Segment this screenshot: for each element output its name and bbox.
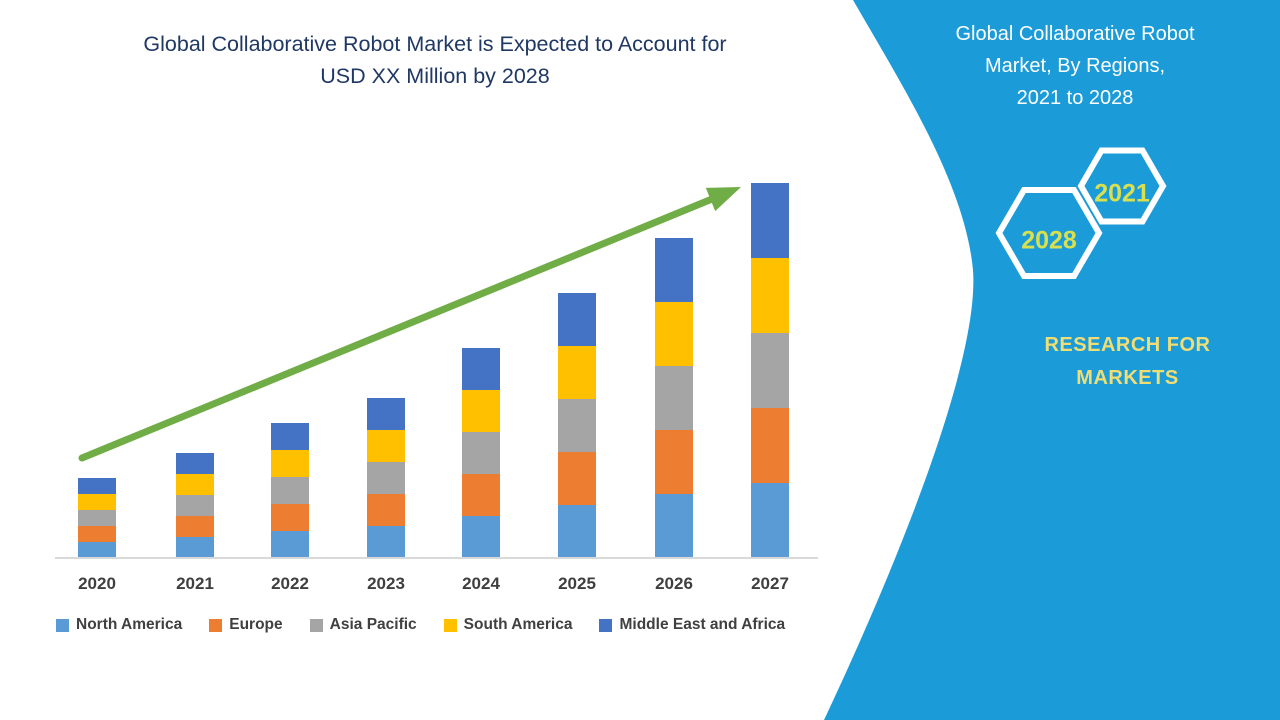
bar-segment-north-america (367, 526, 405, 558)
bar-segment-asia-pacific (462, 432, 500, 474)
bar-segment-middle-east-and-africa (367, 398, 405, 430)
bar-segment-europe (271, 504, 309, 531)
bar-segment-north-america (78, 542, 116, 558)
bar-2021 (176, 453, 214, 558)
bar-segment-north-america (751, 483, 789, 558)
bar-segment-middle-east-and-africa (655, 238, 693, 302)
bar-segment-europe (176, 516, 214, 537)
legend-label: Middle East and Africa (619, 616, 786, 633)
bar-segment-north-america (655, 494, 693, 558)
x-axis-line (55, 557, 818, 559)
bar-2026 (655, 238, 693, 558)
legend-item-europe: Europe (209, 616, 283, 634)
hexagon-2028-outline (995, 187, 1103, 279)
plot-area: 2020 2021 2022 2023 2024 2025 2026 2027 (0, 183, 860, 600)
legend-swatch-icon (209, 618, 223, 632)
bar-segment-south-america (655, 302, 693, 366)
bar-segment-south-america (78, 494, 116, 510)
side-panel-title: Global Collaborative Robot Market, By Re… (955, 23, 1195, 109)
bar-segment-north-america (462, 516, 500, 558)
legend-label: South America (463, 616, 573, 633)
bar-segment-middle-east-and-africa (176, 453, 214, 474)
bar-segment-middle-east-and-africa (78, 478, 116, 494)
legend-label: Europe (229, 616, 283, 633)
bar-2022 (271, 423, 309, 558)
legend-swatch-icon (56, 618, 69, 632)
bar-segment-asia-pacific (78, 510, 116, 526)
legend-item-asia-pacific: Asia Pacific (309, 616, 417, 634)
x-tick-2027: 2027 (751, 574, 789, 593)
legend-label: North America (76, 616, 183, 633)
bar-segment-asia-pacific (751, 333, 789, 408)
hexagon-2021: 2021 (1077, 147, 1167, 225)
legend-swatch-icon (443, 618, 457, 632)
x-tick-2026: 2026 (655, 574, 693, 593)
hexagon-2021-outline (1077, 147, 1167, 225)
bar-segment-north-america (176, 537, 214, 558)
x-tick-2024: 2024 (462, 574, 500, 593)
legend-item-north-america: North America (56, 616, 182, 634)
legend-label: Asia Pacific (329, 616, 417, 633)
bar-segment-europe (751, 408, 789, 483)
bar-segment-europe (462, 474, 500, 516)
bar-segment-middle-east-and-africa (751, 183, 789, 258)
bar-segment-middle-east-and-africa (462, 348, 500, 390)
bar-segment-asia-pacific (558, 399, 596, 452)
bar-2023 (367, 398, 405, 558)
brand-logo-text: RESEARCH FOR MARKETS (1044, 334, 1211, 389)
legend-swatch-icon (309, 618, 323, 632)
legend-item-middle-east-and-africa: Middle East and Africa (599, 616, 785, 634)
bar-segment-middle-east-and-africa (558, 293, 596, 346)
x-tick-2020: 2020 (78, 574, 116, 593)
chart-legend: North America Europe Asia Pacific South Ame… (56, 616, 846, 634)
bar-segment-europe (655, 430, 693, 494)
bar-segment-north-america (558, 505, 596, 558)
bar-2025 (558, 293, 596, 558)
bar-2027 (751, 183, 789, 558)
bar-segment-south-america (367, 430, 405, 462)
bar-segment-south-america (462, 390, 500, 432)
bar-segment-europe (78, 526, 116, 542)
x-tick-2022: 2022 (271, 574, 309, 593)
x-axis-labels: 2020 2021 2022 2023 2024 2025 2026 2027 (0, 574, 860, 600)
bar-segment-south-america (176, 474, 214, 495)
x-tick-2021: 2021 (176, 574, 214, 593)
bar-segment-north-america (271, 531, 309, 558)
bar-2020 (78, 478, 116, 558)
x-tick-2025: 2025 (558, 574, 596, 593)
bar-segment-asia-pacific (655, 366, 693, 430)
bar-segment-asia-pacific (176, 495, 214, 516)
bar-segment-south-america (558, 346, 596, 399)
bar-segment-south-america (271, 450, 309, 477)
bar-2024 (462, 348, 500, 558)
bar-segment-south-america (751, 258, 789, 333)
bar-segment-europe (558, 452, 596, 505)
bar-segment-asia-pacific (271, 477, 309, 504)
bar-segment-europe (367, 494, 405, 526)
bar-segment-asia-pacific (367, 462, 405, 494)
legend-item-south-america: South America (443, 616, 573, 634)
chart-title: Global Collaborative Robot Market is Exp… (143, 32, 727, 88)
legend-swatch-icon (599, 618, 613, 632)
hexagon-2021-label: 2021 (1094, 180, 1150, 208)
x-tick-2023: 2023 (367, 574, 405, 593)
hexagon-2028: 2028 (995, 187, 1103, 279)
hexagon-2028-label: 2028 (1021, 227, 1077, 255)
bar-segment-middle-east-and-africa (271, 423, 309, 450)
